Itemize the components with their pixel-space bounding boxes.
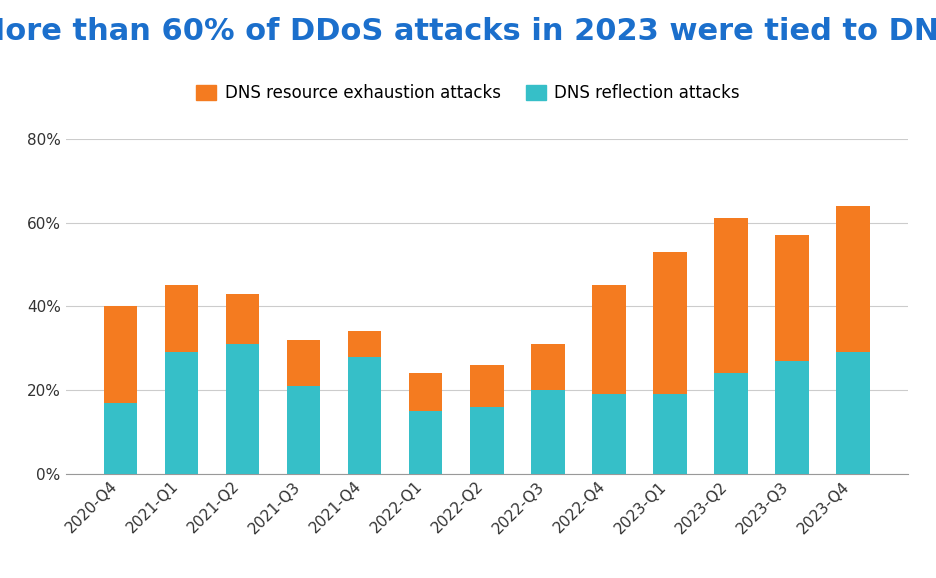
Bar — [165, 353, 198, 474]
Bar — [531, 344, 564, 390]
Bar — [409, 373, 443, 411]
Bar — [531, 390, 564, 474]
Text: More than 60% of DDoS attacks in 2023 were tied to DNS: More than 60% of DDoS attacks in 2023 we… — [0, 17, 936, 46]
Bar — [653, 394, 687, 474]
Bar — [592, 286, 625, 394]
Legend: DNS resource exhaustion attacks, DNS reflection attacks: DNS resource exhaustion attacks, DNS ref… — [190, 77, 746, 109]
Bar — [775, 361, 809, 474]
Bar — [775, 235, 809, 361]
Bar — [836, 353, 870, 474]
Bar — [348, 357, 382, 474]
Bar — [470, 365, 504, 407]
Bar — [836, 206, 870, 353]
Bar — [226, 294, 259, 344]
Bar — [226, 344, 259, 474]
Bar — [592, 394, 625, 474]
Bar — [104, 403, 138, 474]
Bar — [165, 286, 198, 353]
Bar — [104, 306, 138, 403]
Bar — [470, 407, 504, 474]
Bar — [286, 386, 320, 474]
Bar — [653, 252, 687, 394]
Bar — [348, 332, 382, 357]
Bar — [714, 373, 748, 474]
Bar — [286, 340, 320, 386]
Bar — [714, 218, 748, 373]
Bar — [409, 411, 443, 474]
